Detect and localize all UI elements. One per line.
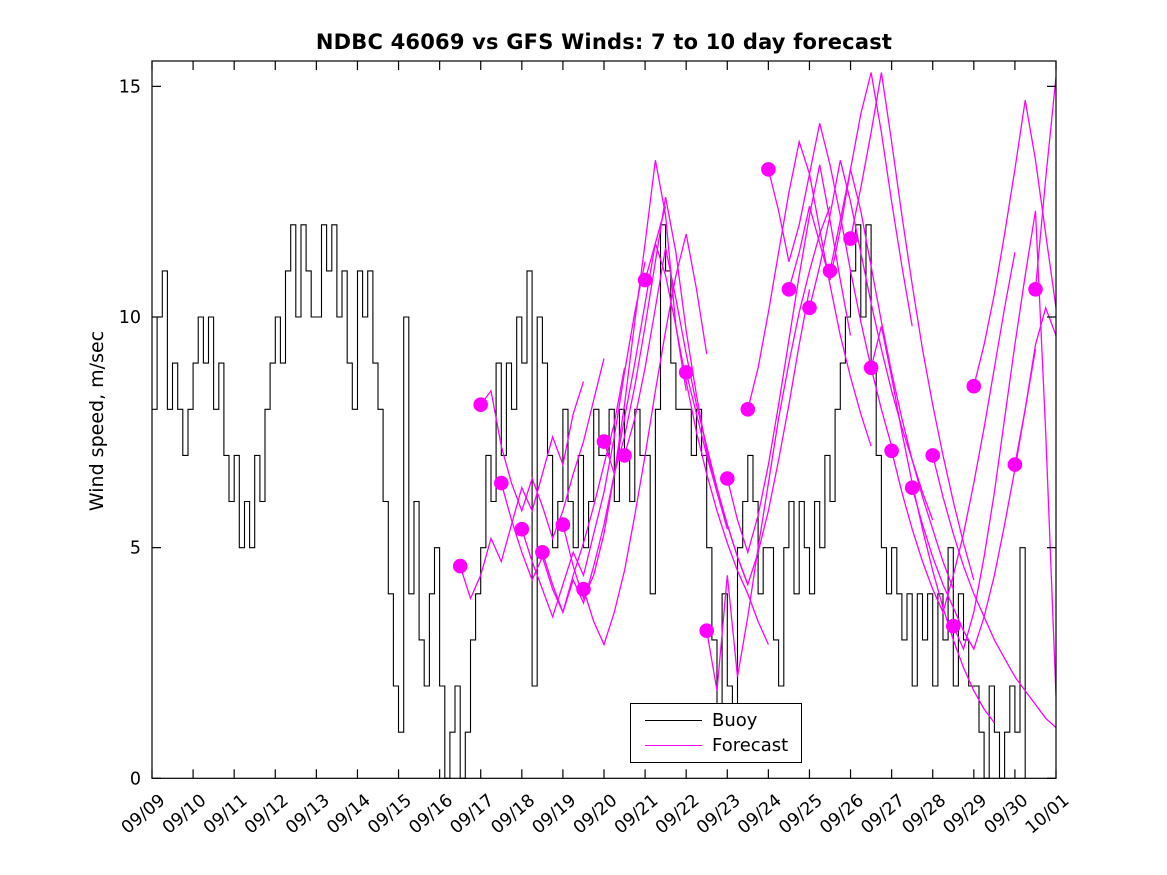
y-tick-label: 5 — [130, 539, 141, 559]
forecast-dot — [946, 618, 961, 634]
x-tick-label: 09/11 — [200, 791, 251, 839]
forecast-dot — [514, 521, 530, 537]
x-tick-label: 09/23 — [693, 791, 744, 839]
forecast-line-sample — [645, 745, 702, 746]
forecast-dot — [843, 231, 858, 246]
legend-label-forecast: Forecast — [712, 734, 789, 756]
x-tick-label: 09/10 — [159, 791, 210, 839]
forecast-line — [726, 164, 852, 555]
y-tick-label: 0 — [130, 769, 141, 789]
forecast-line — [849, 72, 975, 581]
forecast-line — [952, 210, 1056, 696]
forecast-line — [685, 289, 811, 587]
forecast-dot — [781, 282, 797, 297]
buoy-line-sample — [645, 720, 702, 721]
forecast-dot — [494, 475, 509, 491]
forecast-line — [603, 196, 728, 530]
x-tick-label: 09/21 — [611, 791, 662, 839]
forecast-dot — [966, 378, 982, 394]
x-tick-label: 09/09 — [118, 791, 169, 839]
x-tick-label: 09/26 — [816, 791, 867, 839]
forecast-dot — [720, 471, 735, 486]
forecast-dot — [904, 480, 920, 496]
x-tick-label: 09/24 — [734, 791, 785, 839]
forecast-dot — [555, 517, 571, 532]
y-tick-label: 15 — [119, 77, 141, 97]
chart-title: NDBC 46069 vs GFS Winds: 7 to 10 day for… — [315, 30, 893, 54]
x-tick-label: 09/29 — [940, 791, 991, 839]
forecast-dot — [678, 365, 694, 380]
forecast-line — [870, 326, 995, 724]
forecast-dot — [822, 263, 838, 279]
forecast-dot — [802, 300, 817, 316]
forecast-line — [562, 160, 687, 601]
x-tick-label: 09/13 — [282, 791, 333, 839]
forecast-dot — [452, 558, 468, 574]
y-tick-label: 10 — [119, 308, 141, 328]
forecast-line — [706, 206, 831, 691]
forecast-line — [623, 247, 749, 585]
forecast-dot — [637, 272, 653, 288]
x-tick-label: 09/19 — [529, 791, 580, 839]
forecast-dot — [699, 623, 714, 638]
forecast-line — [644, 240, 769, 645]
forecast-dot — [473, 397, 489, 413]
forecast-line — [829, 169, 954, 590]
forecast-dot — [596, 434, 612, 449]
forecast-line — [459, 381, 585, 601]
buoy-line — [152, 224, 1026, 779]
x-tick-label: 09/18 — [488, 791, 539, 839]
legend-item-forecast: Forecast — [631, 734, 801, 756]
x-tick-label: 09/22 — [652, 791, 703, 839]
forecast-dot — [740, 402, 756, 417]
x-tick-label: 09/16 — [405, 791, 456, 839]
plot-border — [151, 60, 1057, 779]
x-tick-label: 09/17 — [447, 791, 498, 839]
forecast-line — [932, 455, 1056, 729]
forecast-dot — [884, 443, 899, 459]
forecast-line — [541, 206, 667, 615]
x-tick-label: 09/25 — [775, 791, 826, 839]
x-tick-label: 09/12 — [241, 791, 292, 839]
legend-box: Buoy Forecast — [630, 703, 802, 763]
x-tick-label: 09/14 — [323, 791, 374, 839]
x-tick-label: 09/20 — [570, 791, 621, 839]
forecast-dot — [535, 545, 550, 560]
x-tick-label: 09/28 — [899, 791, 950, 839]
forecast-dot — [863, 360, 879, 376]
forecast-line — [521, 261, 646, 619]
forecast-line — [747, 139, 872, 447]
forecast-line — [480, 358, 605, 541]
legend-item-buoy: Buoy — [631, 709, 801, 731]
x-tick-label: 09/27 — [857, 791, 908, 839]
forecast-dot — [925, 448, 940, 463]
forecast-dot — [617, 448, 632, 463]
forecast-dot — [576, 581, 591, 597]
forecast-line — [582, 233, 708, 647]
forecast-line — [890, 252, 1016, 615]
forecast-dot — [1007, 457, 1023, 472]
forecast-dot — [1028, 282, 1043, 297]
forecast-line — [1014, 305, 1056, 465]
x-tick-label: 09/30 — [981, 791, 1032, 839]
y-axis-label: Wind speed, m/sec — [86, 330, 108, 512]
forecast-dot — [761, 162, 776, 177]
forecast-line — [1034, 77, 1056, 290]
x-tick-label: 10/01 — [1022, 791, 1073, 839]
x-tick-label: 09/15 — [364, 791, 415, 839]
legend-label-buoy: Buoy — [712, 709, 758, 731]
